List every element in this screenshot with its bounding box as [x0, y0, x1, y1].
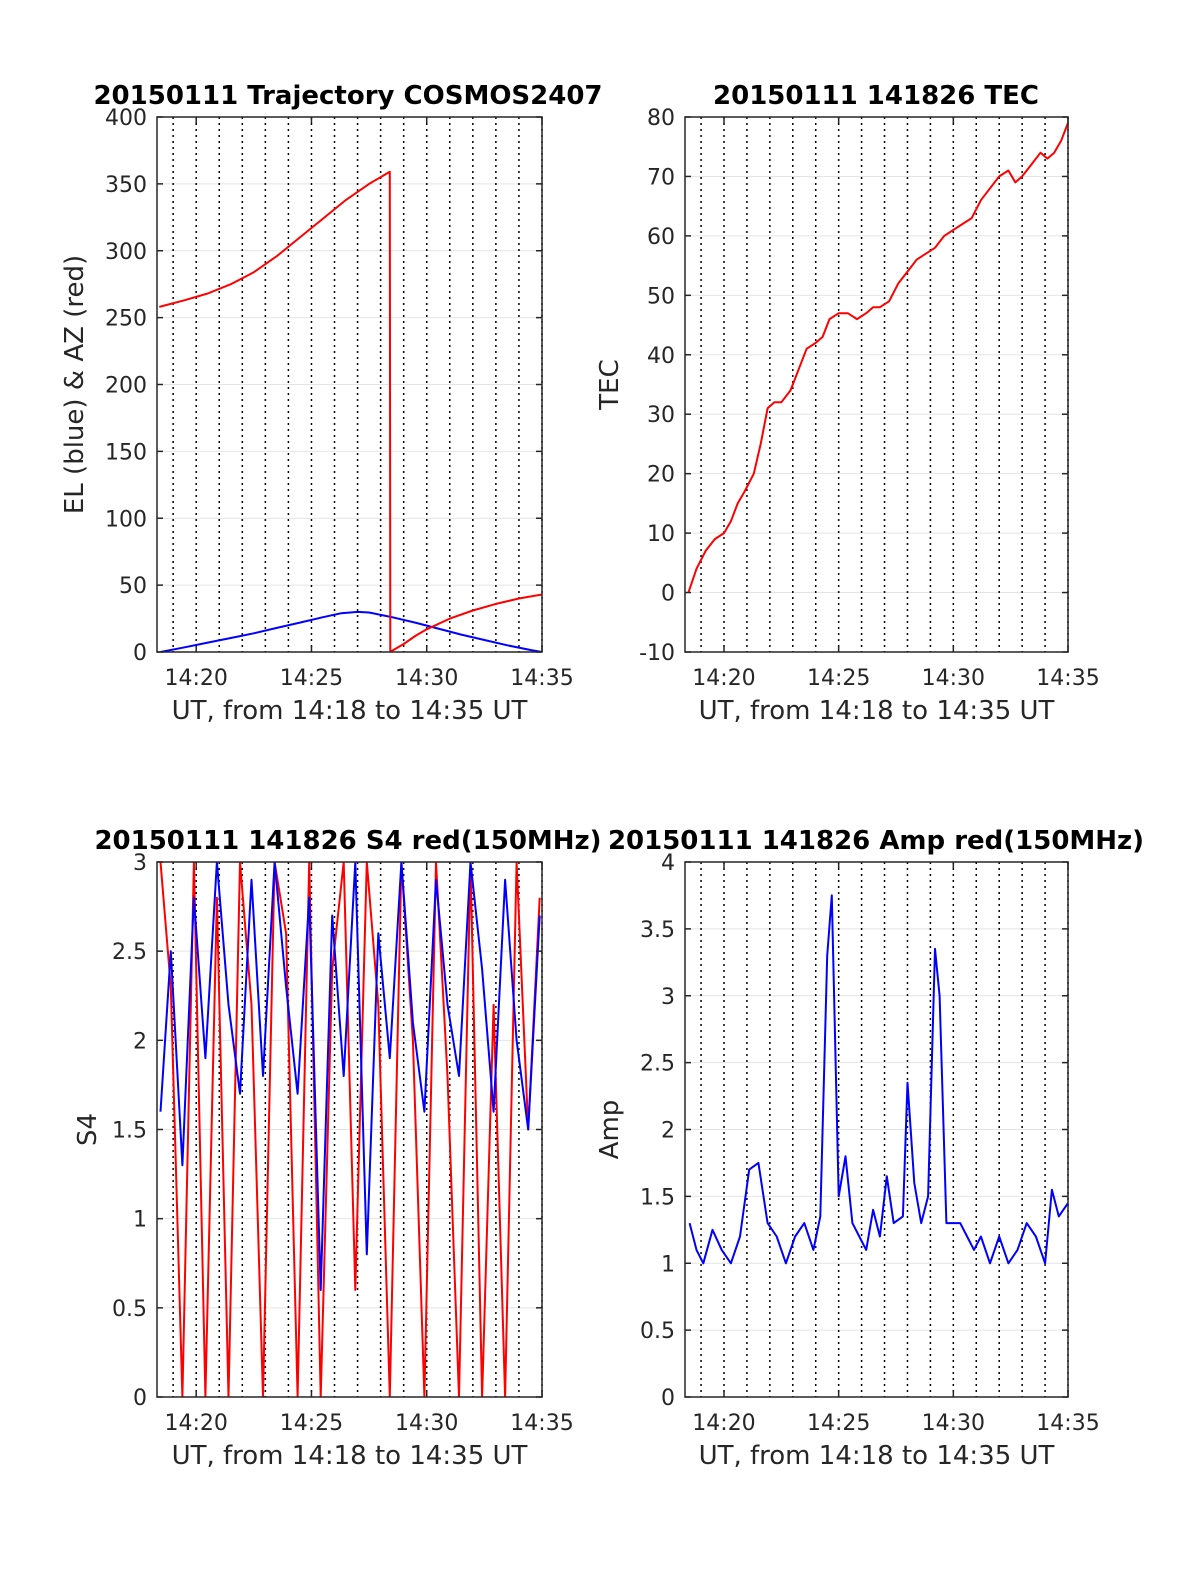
trajectory-ytick-label: 100	[105, 507, 147, 532]
s4-ytick-label: 3	[133, 851, 147, 876]
trajectory-y-axis-label: EL (blue) & AZ (red)	[60, 255, 90, 514]
tec-ytick-label: 10	[647, 522, 675, 547]
s4-xtick-label: 14:20	[164, 1411, 227, 1436]
tec-ytick-label: 70	[647, 165, 675, 190]
tec-ytick-label: -10	[639, 641, 675, 666]
amp-ytick-label: 3	[661, 985, 675, 1010]
tec-axes-background	[685, 117, 1068, 652]
amp-xtick-label: 14:25	[807, 1411, 870, 1436]
s4-x-axis-label: UT, from 14:18 to 14:35 UT	[172, 1441, 528, 1471]
trajectory-series-line-1	[159, 170, 542, 652]
s4-series-line-0	[159, 862, 541, 1397]
trajectory-ytick-label: 50	[119, 574, 147, 599]
trajectory-plot: 14:20 14:25 14:30 14:35 0 50 100 150 200 250 300 35…	[60, 81, 603, 726]
tec-xtick-label: 14:30	[922, 666, 985, 691]
amp-ytick-label: 1	[661, 1252, 675, 1277]
amp-ytick-label: 4	[661, 851, 675, 876]
s4-ytick-label: 2.5	[112, 940, 147, 965]
tec-ytick-label: 40	[647, 344, 675, 369]
trajectory-ytick-label: 300	[105, 240, 147, 265]
s4-xtick-label: 14:25	[280, 1411, 343, 1436]
tec-xtick-label: 14:35	[1036, 666, 1099, 691]
tec-y-axis-label: TEC	[595, 359, 625, 410]
amp-xtick-label: 14:30	[922, 1411, 985, 1436]
s4-ytick-label: 0	[133, 1386, 147, 1411]
trajectory-ytick-label: 400	[105, 106, 147, 131]
s4-ytick-label: 2	[133, 1029, 147, 1054]
tec-ytick-label: 0	[661, 582, 675, 607]
trajectory-ytick-label: 150	[105, 440, 147, 465]
amp-ytick-label: 1.5	[640, 1185, 675, 1210]
tec-x-axis-label: UT, from 14:18 to 14:35 UT	[699, 696, 1055, 726]
amp-y-axis-label: Amp	[595, 1100, 625, 1160]
s4-ytick-label: 1	[133, 1208, 147, 1233]
amp-ytick-label: 0	[661, 1386, 675, 1411]
amp-ytick-label: 0.5	[640, 1319, 675, 1344]
trajectory-xtick-label: 14:25	[280, 666, 343, 691]
amp-chart-title: 20150111 141826 Amp red(150MHz)	[608, 826, 1144, 856]
tec-axes-frame	[684, 116, 1069, 653]
trajectory-ytick-label: 250	[105, 307, 147, 332]
s4-xtick-label: 14:35	[510, 1411, 573, 1436]
amp-series-line-0	[688, 894, 1068, 1265]
trajectory-ytick-label: 350	[105, 173, 147, 198]
trajectory-series-line-0	[160, 610, 542, 652]
amp-ytick-label: 3.5	[640, 918, 675, 943]
s4-xtick-label: 14:30	[395, 1411, 458, 1436]
s4-y-axis-label: S4	[73, 1113, 103, 1146]
amp-plot: 14:20 14:25 14:30 14:35 0 0.5 1 1.5 2 2.5 3 3.5 4201…	[595, 826, 1144, 1471]
tec-series-line-0	[687, 122, 1068, 593]
tec-ytick-label: 50	[647, 284, 675, 309]
tec-ytick-label: 60	[647, 225, 675, 250]
amp-ytick-label: 2	[661, 1119, 675, 1144]
tec-ytick-label: 80	[647, 106, 675, 131]
trajectory-chart-title: 20150111 Trajectory COSMOS2407	[93, 81, 602, 111]
trajectory-x-axis-label: UT, from 14:18 to 14:35 UT	[172, 696, 528, 726]
trajectory-xtick-label: 14:30	[395, 666, 458, 691]
tec-xtick-label: 14:25	[807, 666, 870, 691]
s4-chart-title: 20150111 141826 S4 red(150MHz)	[94, 826, 601, 856]
trajectory-xtick-label: 14:35	[510, 666, 573, 691]
amp-ytick-label: 2.5	[640, 1052, 675, 1077]
tec-xtick-label: 14:20	[692, 666, 755, 691]
s4-series-line-1	[159, 862, 541, 1291]
s4-plot: 14:20 14:25 14:30 14:35 0 0.5 1 1.5 2 2.5 32015011…	[73, 826, 602, 1471]
trajectory-ytick-label: 0	[133, 641, 147, 666]
tec-chart-title: 20150111 141826 TEC	[713, 81, 1039, 111]
s4-ytick-label: 0.5	[112, 1297, 147, 1322]
trajectory-xtick-label: 14:20	[164, 666, 227, 691]
amp-xtick-label: 14:20	[692, 1411, 755, 1436]
s4-ytick-label: 1.5	[112, 1119, 147, 1144]
tec-ytick-label: 20	[647, 463, 675, 488]
amp-xtick-label: 14:35	[1036, 1411, 1099, 1436]
tec-ytick-label: 30	[647, 403, 675, 428]
amp-x-axis-label: UT, from 14:18 to 14:35 UT	[699, 1441, 1055, 1471]
tec-plot: 14:20 14:25 14:30 14:35 -10 0 10 20 30 40 50 60 70 80…	[595, 81, 1100, 726]
trajectory-ytick-label: 200	[105, 374, 147, 399]
